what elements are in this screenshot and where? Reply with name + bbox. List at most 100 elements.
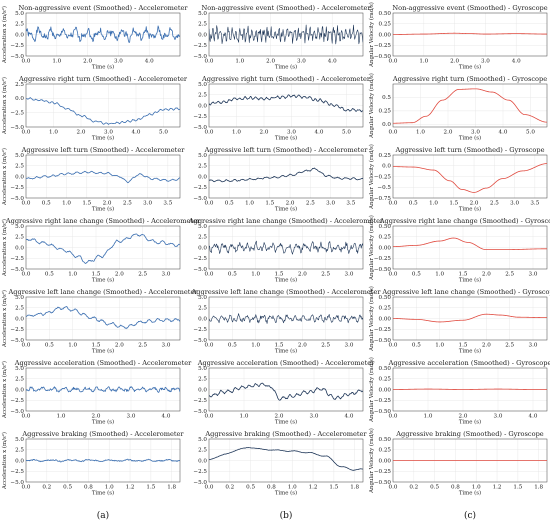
- y-tick-label: 5.0: [15, 295, 24, 301]
- x-tick-label: 0.0: [205, 59, 214, 65]
- x-tick-label: 2.5: [306, 201, 315, 207]
- subplot-r5-c2: Aggressive acceleration (Smoothed) - Gyr…: [368, 357, 550, 425]
- subplot-title: Non-aggressive event (Smoothed) - Accele…: [18, 4, 188, 12]
- x-axis-label: Time (s): [459, 348, 481, 355]
- subplot-r1-c1: Aggressive right turn (Smoothed) - Accel…: [193, 75, 370, 142]
- x-tick-label: 0.0: [205, 272, 214, 278]
- x-tick-label: 1.0: [435, 272, 444, 278]
- x-tick-label: 0.5: [225, 201, 234, 207]
- x-axis-label: Time (s): [459, 135, 481, 142]
- y-tick-label: −2.5: [10, 327, 24, 333]
- y-tick-label: 5.0: [15, 224, 24, 230]
- x-tick-label: 2.5: [138, 343, 147, 349]
- y-tick-label: −5.0: [193, 125, 207, 131]
- x-tick-label: 1.8: [167, 485, 176, 491]
- plot-frame: [208, 83, 364, 128]
- x-tick-label: 0.0: [205, 201, 214, 207]
- subplot-r4-c2: Aggressive left lane change (Smoothed) -…: [368, 286, 550, 354]
- column-label: (b): [280, 510, 293, 521]
- y-tick-label: 0.0: [198, 32, 207, 38]
- x-tick-label: 3.0: [494, 414, 503, 420]
- y-tick-label: 5.0: [198, 224, 207, 230]
- series-line: [26, 170, 180, 184]
- x-tick-label: 1.8: [350, 485, 359, 491]
- x-axis-label: Time (s): [92, 135, 114, 142]
- y-tick-label: −0.25: [374, 469, 392, 475]
- x-tick-label: 3.0: [310, 414, 319, 420]
- x-tick-label: 5.0: [159, 130, 168, 136]
- x-tick-label: 0.0: [22, 414, 31, 420]
- y-tick-label: −0.25: [374, 174, 392, 180]
- subplot-title: Aggressive acceleration (Smoothed) - Gyr…: [388, 359, 550, 367]
- plot-frame: [208, 296, 364, 341]
- x-tick-label: 4.0: [499, 130, 508, 136]
- y-tick-label: 5.0: [15, 366, 24, 372]
- x-tick-label: 3.5: [530, 201, 539, 207]
- x-tick-label: 4.0: [345, 414, 354, 420]
- x-axis-label: Time (s): [459, 64, 481, 71]
- x-tick-label: 0.0: [22, 485, 31, 491]
- plot-frame: [208, 438, 364, 483]
- y-axis-label: Acceleration x (m/s²): [1, 432, 8, 490]
- x-tick-label: 2.5: [321, 272, 330, 278]
- x-tick-label: 3.0: [114, 59, 123, 65]
- series-line: [26, 233, 180, 264]
- y-tick-label: −0.25: [374, 398, 392, 404]
- subplot-r1-c0: Aggressive right turn (Smoothed) - Accel…: [1, 75, 188, 142]
- y-tick-label: −2.5: [193, 114, 207, 120]
- series-line: [209, 447, 363, 471]
- subplot-title: Aggressive left turn (Smoothed) - Gyrosc…: [394, 146, 544, 154]
- x-tick-label: 2.0: [459, 414, 468, 420]
- x-tick-label: 3.0: [529, 272, 538, 278]
- subplot-title: Aggressive braking (Smoothed) - Gyroscop…: [395, 430, 544, 438]
- x-tick-label: 0.5: [430, 485, 439, 491]
- x-tick-label: 1.0: [416, 130, 425, 136]
- subplot-r2-c0: Aggressive left turn (Smoothed) - Accele…: [1, 146, 185, 213]
- y-tick-label: −0.50: [374, 480, 392, 486]
- x-tick-label: 1.0: [52, 59, 61, 65]
- subplot-r0-c1: Non-aggressive event (Smoothed) - Accele…: [193, 4, 371, 71]
- subplot-title: Aggressive braking (Smoothed) - Accelero…: [21, 430, 184, 438]
- y-tick-label: 0.0: [198, 245, 207, 251]
- x-tick-label: 1.5: [275, 343, 284, 349]
- y-tick-label: −2.5: [193, 185, 207, 191]
- x-tick-label: 0.0: [205, 485, 214, 491]
- x-tick-label: 0.5: [412, 272, 421, 278]
- series-line: [26, 25, 180, 43]
- y-tick-label: 0.0: [198, 387, 207, 393]
- x-tick-label: 2.5: [138, 272, 147, 278]
- y-tick-label: −2.5: [193, 43, 207, 49]
- x-tick-label: 1.0: [251, 272, 260, 278]
- y-tick-label: 0.0: [198, 458, 207, 464]
- plot-frame: [208, 12, 364, 57]
- x-tick-label: 1.5: [275, 272, 284, 278]
- y-tick-label: −5.0: [193, 267, 207, 273]
- y-axis-label: Angular Velocity (rad/s): [368, 357, 375, 423]
- y-tick-label: 5.0: [198, 153, 207, 159]
- x-tick-label: 2.5: [505, 343, 514, 349]
- subplot-r3-c2: Aggressive right lane change (Smoothed) …: [368, 215, 550, 283]
- x-tick-label: 1.0: [424, 414, 433, 420]
- y-tick-label: 0.0: [198, 316, 207, 322]
- subplot-title: Aggressive right lane change (Smoothed) …: [379, 217, 550, 225]
- x-tick-label: 2.0: [83, 59, 92, 65]
- x-tick-label: 0.0: [389, 59, 398, 65]
- x-tick-label: 0.2: [409, 485, 418, 491]
- x-tick-label: 0.0: [205, 130, 214, 136]
- subplot-r3-c0: Aggressive right lane change (Smoothed) …: [1, 217, 201, 284]
- subplot-title: Non-aggressive event (Smoothed) - Gyrosc…: [392, 4, 547, 12]
- plot-frame: [25, 12, 181, 57]
- x-tick-label: 0.5: [246, 485, 255, 491]
- y-tick-label: −2.5: [10, 43, 24, 49]
- y-axis-label: Acceleration x (m/s²): [1, 290, 8, 348]
- y-tick-label: 0.25: [379, 448, 392, 454]
- x-axis-label: Time (s): [275, 419, 297, 426]
- subplot-title: Aggressive left lane change (Smoothed) -…: [381, 288, 550, 296]
- x-tick-label: 2.0: [275, 414, 284, 420]
- y-tick-label: 0.0: [15, 96, 24, 102]
- y-tick-label: −5.0: [193, 196, 207, 202]
- y-tick-label: −5.0: [10, 54, 24, 60]
- series-line: [209, 24, 363, 45]
- y-tick-label: 2.5: [15, 306, 24, 312]
- x-tick-label: 1.5: [329, 485, 338, 491]
